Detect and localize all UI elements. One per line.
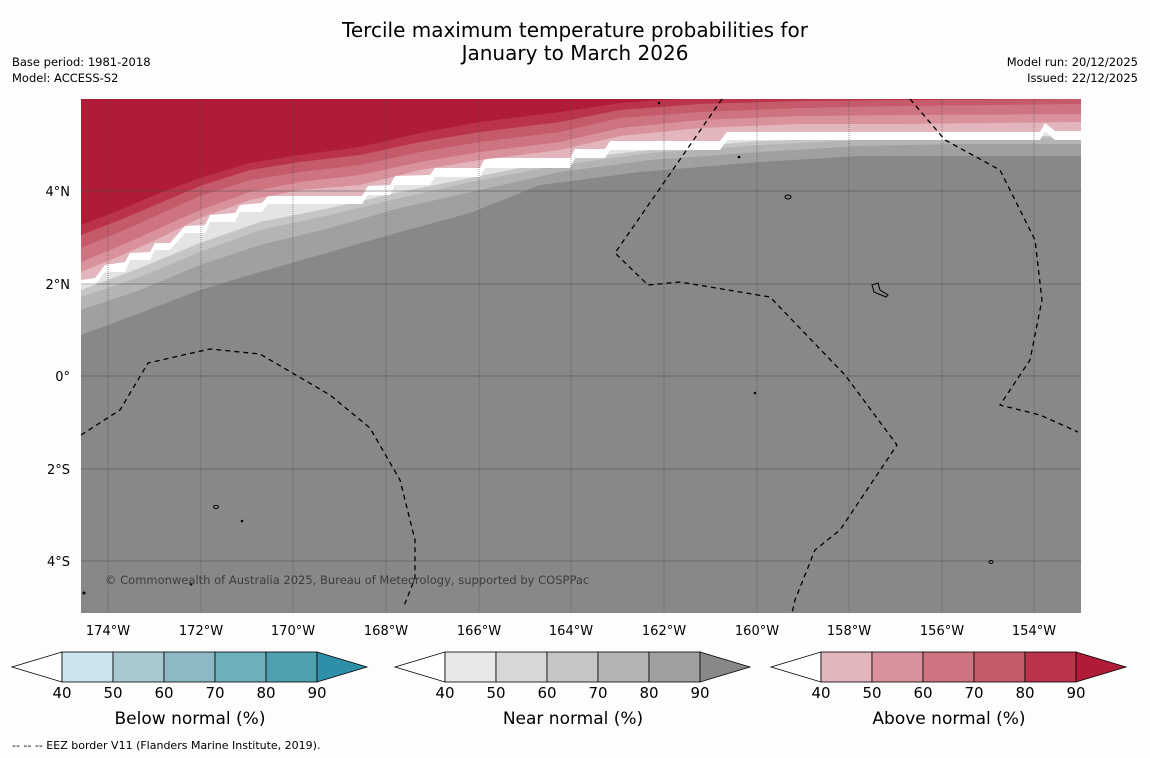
chart-title: Tercile maximum temperature probabilitie… [0, 19, 1150, 65]
colorbar-tick-label: 80 [639, 684, 658, 702]
lon-label: 154°W [1012, 624, 1056, 639]
title-line-2: January to March 2026 [461, 41, 689, 65]
islands [82, 101, 994, 595]
colorbar-segment [546, 651, 599, 683]
lon-label: 170°W [271, 624, 315, 639]
lon-label: 162°W [642, 624, 686, 639]
colorbar-segment [163, 651, 216, 683]
colorbar-2: 40 50 60 70 80 90 [769, 651, 1128, 702]
colorbar-tick-label: 70 [588, 684, 607, 702]
eez-legend-note: -- -- -- EEZ border V11 (Flanders Marine… [12, 739, 321, 752]
lon-label: 158°W [827, 624, 871, 639]
island-outline [988, 560, 994, 564]
lat-label: 4°N [46, 185, 71, 200]
lat-label: 2°S [47, 463, 70, 478]
colorbar-segment [922, 651, 975, 683]
colorbar-segment [214, 651, 267, 683]
colorbar-label-below: Below normal (%) [114, 709, 266, 729]
eez-border-line [614, 98, 898, 614]
colorbar-1: 40 50 60 70 80 90 [393, 651, 752, 702]
gridlines [81, 99, 1081, 613]
lon-label: 156°W [920, 624, 964, 639]
colorbar-tick-label: 70 [205, 684, 224, 702]
base-period: Base period: 1981-2018 [12, 55, 151, 69]
eez-border-line [80, 348, 416, 607]
meta-right: Model run: 20/12/2025 Issued: 22/12/2025 [1007, 54, 1138, 86]
island-dot [657, 101, 661, 105]
lon-label: 168°W [364, 624, 408, 639]
colorbar-tick-label: 60 [154, 684, 173, 702]
colorbar-tick-label: 50 [862, 684, 881, 702]
colorbar-segment [495, 651, 548, 683]
lat-label: 2°N [46, 278, 71, 293]
title-line-1: Tercile maximum temperature probabilitie… [342, 18, 808, 42]
colorbar-tick-label: 70 [964, 684, 983, 702]
lon-label: 166°W [457, 624, 501, 639]
colorbar-segment [820, 651, 873, 683]
colorbar-tick-label: 60 [537, 684, 556, 702]
eez-borders [80, 98, 1079, 614]
colorbar-segment [1024, 651, 1077, 683]
map-field [81, 99, 1081, 613]
colorbar-segment [648, 651, 701, 683]
colorbar-segment [597, 651, 650, 683]
colorbar-tick-label: 90 [1066, 684, 1085, 702]
lon-label: 164°W [549, 624, 593, 639]
colorbar-tick-label: 80 [1015, 684, 1034, 702]
model-name: Model: ACCESS-S2 [12, 71, 119, 85]
colorbar-tick-label: 90 [307, 684, 326, 702]
colorbar-extend-high [699, 651, 752, 683]
colorbar-extend-low [769, 651, 822, 683]
colorbar-segment [444, 651, 497, 683]
above-normal-band-90-plus [81, 99, 680, 225]
colorbar-tick-label: 40 [52, 684, 71, 702]
colorbar-label-above: Above normal (%) [872, 709, 1026, 729]
latitude-labels: 4°N 2°N 0° 2°S 4°S [46, 185, 71, 570]
eez-border-line [909, 98, 1079, 433]
island-dot [82, 591, 86, 595]
colorbar-tick-label: 50 [486, 684, 505, 702]
lat-label: 0° [55, 370, 70, 385]
model-run: Model run: 20/12/2025 [1006, 55, 1138, 69]
colorbar-tick-label: 90 [690, 684, 709, 702]
colorbar-tick-label: 80 [256, 684, 275, 702]
colorbar-segment [973, 651, 1026, 683]
lon-label: 172°W [179, 624, 223, 639]
lon-label: 174°W [86, 624, 130, 639]
meta-left: Base period: 1981-2018 Model: ACCESS-S2 [12, 54, 151, 86]
island-dot [753, 391, 757, 395]
colorbar-extend-high [1075, 651, 1128, 683]
colorbar-extend-low [10, 651, 63, 683]
colorbar-tick-label: 50 [103, 684, 122, 702]
island-outline [871, 282, 889, 298]
colorbar-extend-low [393, 651, 446, 683]
colorbar-segment [871, 651, 924, 683]
issued-date: Issued: 22/12/2025 [1027, 71, 1138, 85]
colorbar-tick-label: 60 [913, 684, 932, 702]
colorbars: 40 50 60 70 80 90 40 50 60 70 80 90 40 50 60 70 80 90 [10, 651, 1128, 702]
colorbar-segment [265, 651, 318, 683]
colorbar-extend-high [316, 651, 369, 683]
colorbar-segment [61, 651, 114, 683]
lon-label: 160°W [735, 624, 779, 639]
colorbar-0: 40 50 60 70 80 90 [10, 651, 369, 702]
island-dot [240, 519, 244, 523]
copyright-text: © Commonwealth of Australia 2025, Bureau… [105, 573, 589, 587]
island-dot [737, 155, 741, 159]
colorbar-segment [112, 651, 165, 683]
island-outline [784, 194, 792, 200]
colorbar-tick-label: 40 [435, 684, 454, 702]
island-dot [189, 582, 193, 586]
colorbar-label-near: Near normal (%) [502, 709, 644, 729]
lat-label: 4°S [47, 555, 70, 570]
colorbar-tick-label: 40 [811, 684, 830, 702]
island-outline [213, 505, 219, 509]
longitude-labels: 174°W 172°W 170°W 168°W 166°W 164°W 162°W 160°W… [86, 624, 1056, 639]
